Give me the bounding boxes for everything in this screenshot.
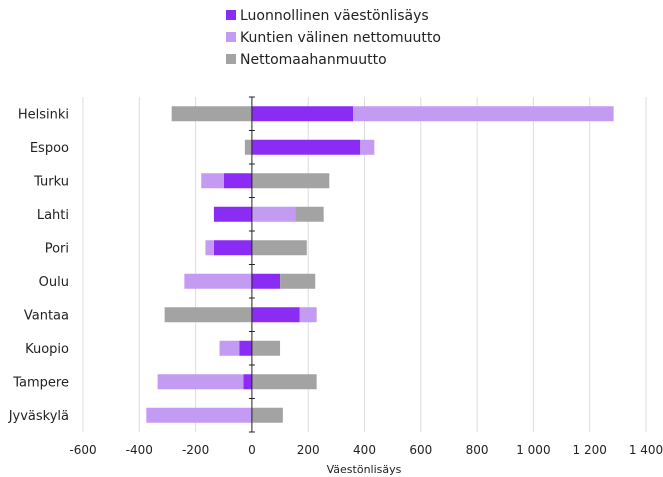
legend-label: Luonnollinen väestönlisäys bbox=[240, 8, 429, 24]
bar-segment bbox=[239, 340, 252, 356]
bar-segment bbox=[184, 273, 252, 289]
bar-segment bbox=[157, 374, 244, 390]
bar-segment bbox=[171, 106, 252, 122]
bar-segment bbox=[213, 206, 252, 222]
category-label: Turku bbox=[33, 174, 69, 189]
bar-segment bbox=[251, 407, 283, 423]
x-tick-label: 1 200 bbox=[573, 443, 607, 457]
bar-segment bbox=[244, 139, 252, 155]
bar-segment bbox=[201, 173, 224, 189]
bar-segment bbox=[146, 407, 252, 423]
legend-swatch bbox=[226, 10, 236, 20]
x-tick-label: -400 bbox=[126, 443, 153, 457]
legend-swatch bbox=[226, 32, 236, 42]
x-tick-label: 1 400 bbox=[629, 443, 663, 457]
legend: Luonnollinen väestönlisäys Kuntien väline… bbox=[226, 8, 441, 68]
x-tick-label: -200 bbox=[182, 443, 209, 457]
category-label: Oulu bbox=[39, 275, 69, 290]
bar-segment bbox=[251, 106, 354, 122]
bar-segment bbox=[205, 240, 214, 256]
x-tick-label: 400 bbox=[353, 443, 376, 457]
x-tick-labels: -600 -400 -200 0 200 400 600 800 1 000 1 200 1 400 bbox=[69, 443, 663, 457]
bar-segment bbox=[251, 139, 361, 155]
bar-segment bbox=[251, 307, 300, 323]
x-tick-label: 0 bbox=[248, 443, 256, 457]
bar-segment bbox=[219, 340, 240, 356]
category-label: Espoo bbox=[30, 141, 69, 156]
bar-segment bbox=[251, 374, 317, 390]
bar-segment bbox=[243, 374, 252, 390]
category-labels: Helsinki Espoo Turku Lahti Pori Oulu Vantaa Kuo… bbox=[8, 107, 69, 424]
x-axis-title: Väestönlisäys bbox=[327, 463, 402, 476]
x-tick-label: 800 bbox=[466, 443, 489, 457]
bar-segment bbox=[251, 173, 330, 189]
category-label: Lahti bbox=[37, 208, 69, 223]
bar-segment bbox=[251, 240, 307, 256]
category-label: Vantaa bbox=[24, 308, 69, 323]
category-label: Kuopio bbox=[25, 342, 69, 357]
category-label: Helsinki bbox=[18, 107, 69, 122]
zero-axis bbox=[248, 96, 255, 433]
x-tick-label: -600 bbox=[69, 443, 96, 457]
x-tick-label: 200 bbox=[297, 443, 320, 457]
bar-segment bbox=[251, 206, 296, 222]
category-label: Tampere bbox=[12, 375, 69, 390]
bar-segment bbox=[299, 307, 317, 323]
legend-label: Kuntien välinen nettomuutto bbox=[240, 30, 441, 46]
bar-segment bbox=[353, 106, 614, 122]
legend-swatch bbox=[226, 54, 236, 64]
bars bbox=[146, 106, 614, 423]
bar-segment bbox=[213, 240, 252, 256]
bar-segment bbox=[164, 307, 252, 323]
bar-segment bbox=[223, 173, 252, 189]
bar-segment bbox=[280, 273, 316, 289]
bar-segment bbox=[251, 273, 281, 289]
x-tick-label: 600 bbox=[409, 443, 432, 457]
x-tick-label: 1 000 bbox=[516, 443, 550, 457]
category-label: Jyväskylä bbox=[8, 409, 69, 424]
legend-label: Nettomaahanmuutto bbox=[240, 52, 387, 68]
bar-segment bbox=[295, 206, 324, 222]
bar-segment bbox=[360, 139, 375, 155]
bar-segment bbox=[251, 340, 281, 356]
category-label: Pori bbox=[45, 241, 69, 256]
